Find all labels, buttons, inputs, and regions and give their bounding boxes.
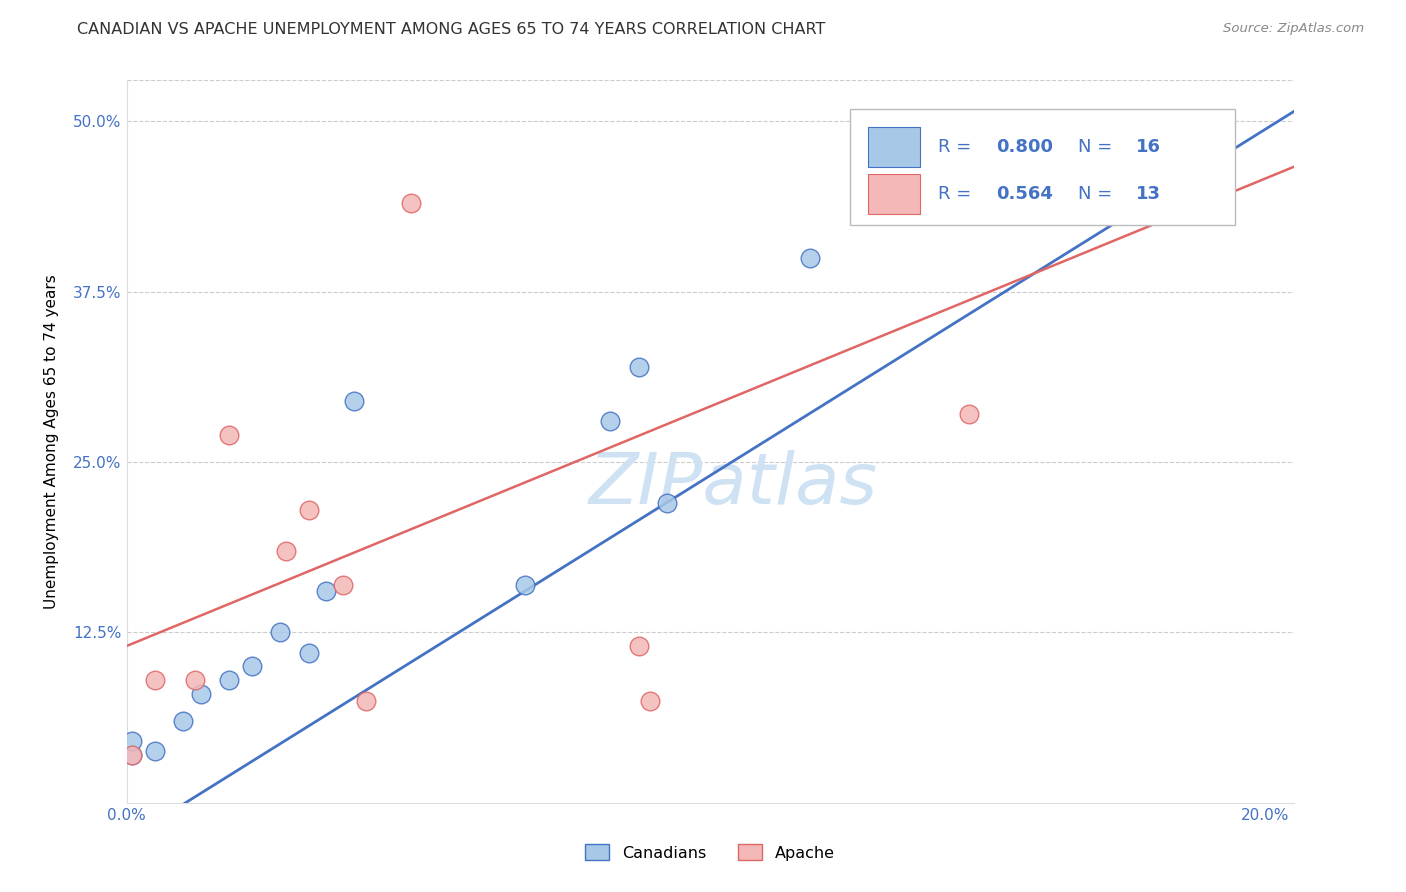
Point [1026, 169, 1049, 183]
Point [218, 427, 240, 442]
Text: N =: N = [1077, 186, 1118, 203]
Legend: Canadians, Apache: Canadians, Apache [579, 838, 841, 867]
Point [121, 748, 143, 763]
Text: 0.800: 0.800 [995, 138, 1053, 156]
Point [190, 687, 212, 701]
Point [627, 639, 650, 653]
Point [638, 693, 661, 707]
Point [513, 577, 536, 591]
Point [657, 496, 679, 510]
Point [354, 693, 377, 707]
Y-axis label: Unemployment Among Ages 65 to 74 years: Unemployment Among Ages 65 to 74 years [45, 274, 59, 609]
Point [143, 673, 166, 687]
Point [143, 744, 166, 758]
Text: CANADIAN VS APACHE UNEMPLOYMENT AMONG AGES 65 TO 74 YEARS CORRELATION CHART: CANADIAN VS APACHE UNEMPLOYMENT AMONG AG… [77, 22, 825, 37]
Text: Source: ZipAtlas.com: Source: ZipAtlas.com [1223, 22, 1364, 36]
Text: 13: 13 [1136, 186, 1161, 203]
Point [298, 646, 321, 660]
Point [343, 393, 366, 408]
Point [269, 625, 291, 640]
Point [957, 407, 980, 421]
Point [627, 359, 650, 374]
Bar [868, 128, 920, 167]
Point [218, 673, 240, 687]
Text: ZIPatlas: ZIPatlas [589, 450, 877, 519]
Text: R =: R = [938, 186, 977, 203]
Point [240, 659, 263, 673]
Point [315, 584, 337, 599]
Point [172, 714, 194, 728]
Text: N =: N = [1077, 138, 1118, 156]
Point [799, 251, 821, 265]
Point [121, 748, 143, 763]
Point [399, 196, 422, 211]
Point [298, 502, 321, 516]
Point [599, 414, 621, 428]
FancyBboxPatch shape [851, 109, 1234, 225]
Point [121, 734, 143, 748]
Text: 16: 16 [1136, 138, 1161, 156]
Point [274, 543, 297, 558]
Text: R =: R = [938, 138, 977, 156]
Point [332, 577, 354, 591]
Point [184, 673, 207, 687]
Text: 0.564: 0.564 [995, 186, 1053, 203]
Bar [868, 174, 920, 214]
